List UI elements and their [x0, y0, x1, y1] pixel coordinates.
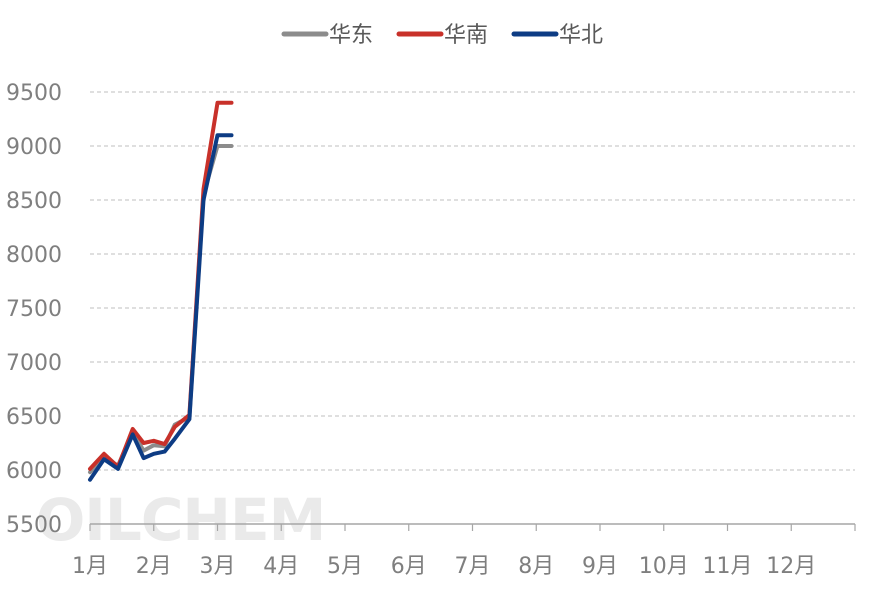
legend-label: 华南 [444, 23, 488, 48]
x-tick-label: 10月 [639, 554, 689, 579]
y-tick-label: 6500 [6, 405, 62, 430]
legend: 华东 华南 华北 [281, 23, 603, 48]
y-tick-label: 9000 [6, 135, 62, 160]
series-line-1 [88, 100, 234, 471]
oilchem-watermark: OILCHEM [36, 486, 325, 554]
x-tick-label: 6月 [391, 554, 427, 579]
legend-label: 华北 [559, 23, 603, 48]
x-tick-label: 3月 [200, 554, 236, 579]
x-tick-label: 12月 [766, 554, 816, 579]
y-tick-label: 7000 [6, 351, 62, 376]
gridlines [90, 91, 855, 471]
series-lines [88, 100, 234, 482]
x-tick-label: 9月 [582, 554, 618, 579]
y-tick-label: 5500 [6, 513, 62, 538]
axes: 5500 6000 6500 7000 7500 8000 8500 9000 9500 1月 2月… [6, 81, 856, 579]
x-tick-label: 7月 [455, 554, 491, 579]
series-line-0 [88, 144, 234, 475]
y-tick-label: 6000 [6, 459, 62, 484]
x-tick-label: 2月 [136, 554, 172, 579]
x-tick-label: 1月 [72, 554, 108, 579]
series-line-2 [88, 133, 234, 482]
y-tick-label: 7500 [6, 297, 62, 322]
y-tick-label: 9500 [6, 81, 62, 106]
x-tick-label: 11月 [703, 554, 753, 579]
x-tick-label: 5月 [327, 554, 363, 579]
x-tick-label: 4月 [263, 554, 299, 579]
legend-label: 华东 [329, 23, 373, 48]
y-tick-label: 8500 [6, 189, 62, 214]
y-tick-label: 8000 [6, 243, 62, 268]
x-tick-label: 8月 [518, 554, 554, 579]
